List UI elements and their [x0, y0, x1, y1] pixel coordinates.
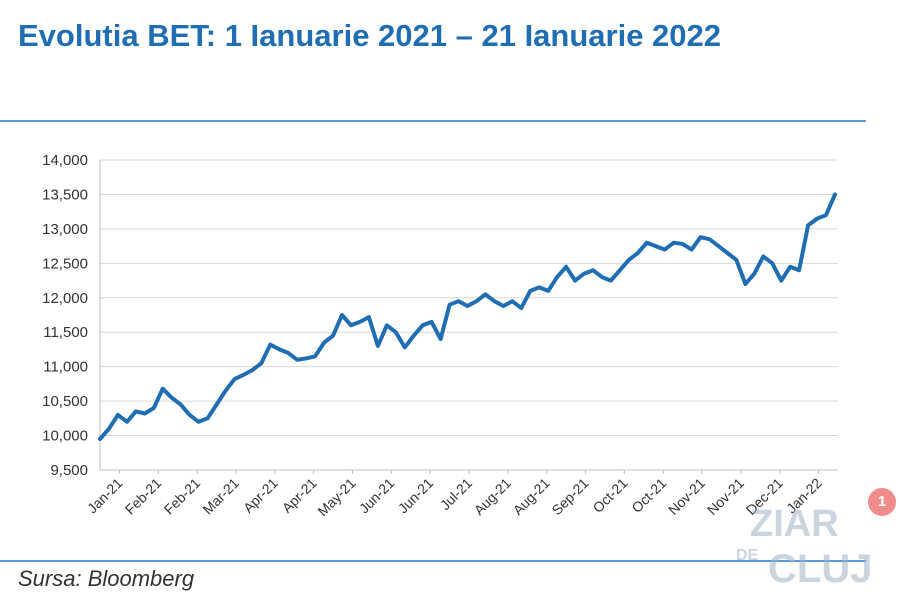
- y-tick-label: 13,500: [42, 186, 88, 203]
- y-tick-label: 12,000: [42, 290, 88, 307]
- x-tick-label: Feb-21: [122, 475, 165, 518]
- series-line: [98, 192, 837, 441]
- x-tick-label: Sep-21: [548, 475, 591, 518]
- y-tick-label: 11,000: [43, 359, 88, 376]
- page-title: Evolutia BET: 1 Ianuarie 2021 – 21 Ianua…: [18, 18, 722, 53]
- logo-text-de: DE: [736, 547, 759, 564]
- x-tick-label: Apr-21: [279, 475, 320, 516]
- x-tick-label: May-21: [314, 475, 358, 519]
- y-tick-label: 14,000: [42, 152, 88, 169]
- x-tick-label: Jul-21: [437, 475, 475, 513]
- x-tick-label: Jan-21: [84, 475, 126, 517]
- y-tick-label: 11,500: [43, 324, 88, 341]
- x-tick-label: Oct-21: [589, 475, 630, 516]
- series-layer: [98, 192, 837, 441]
- x-axis: Jan-21Feb-21Feb-21Mar-21Apr-21Apr-21May-…: [84, 470, 825, 519]
- x-tick-label: Aug-21: [510, 475, 553, 518]
- y-axis: 9,500 10,000 10,500 11,000 11,500 12,000 12,50…: [42, 152, 88, 479]
- x-tick-label: Feb-21: [161, 475, 204, 518]
- y-tick-label: 10,000: [42, 428, 88, 445]
- title-divider: [0, 120, 866, 122]
- y-tick-label: 13,000: [42, 221, 88, 238]
- source-caption: Sursa: Bloomberg: [18, 566, 195, 591]
- y-tick-label: 9,500: [50, 462, 88, 479]
- x-tick-label: Nov-21: [665, 475, 708, 518]
- footer-divider: [0, 560, 866, 562]
- x-tick-label: Aug-21: [471, 475, 514, 518]
- x-tick-label: Jun-21: [356, 475, 398, 517]
- logo-text-ziar: ZIAR: [750, 503, 839, 545]
- logo-text-cluj: CLUJ: [768, 547, 872, 588]
- x-tick-label: Mar-21: [199, 475, 242, 518]
- y-tick-label: 10,500: [42, 393, 88, 410]
- grid-layer: [99, 159, 838, 471]
- notification-badge[interactable]: 1: [868, 488, 896, 516]
- ziar-de-cluj-logo: ZIAR DE CLUJ: [736, 503, 872, 588]
- x-tick-label: Jun-21: [395, 475, 437, 517]
- y-tick-label: 12,500: [42, 255, 88, 272]
- x-tick-label: Apr-21: [240, 475, 281, 516]
- line-chart: 9,500 10,000 10,500 11,000 11,500 12,000 12,50…: [42, 152, 838, 519]
- x-tick-label: Oct-21: [628, 475, 669, 516]
